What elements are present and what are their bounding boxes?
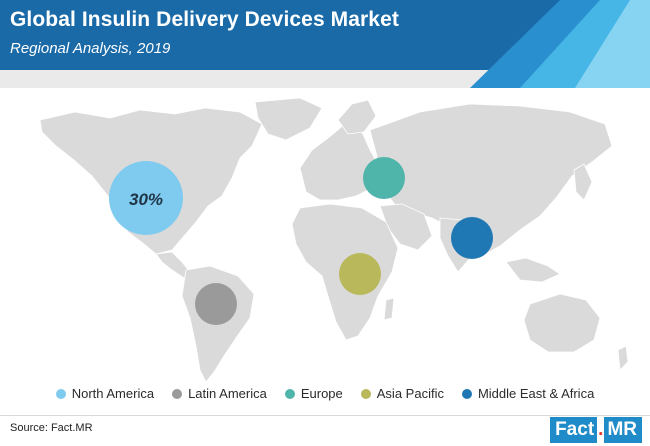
- legend-label: Latin America: [188, 386, 267, 401]
- factmr-logo: Fact . MR: [550, 417, 642, 443]
- legend-swatch-asia-pacific: [360, 388, 371, 399]
- legend: North America Latin America Europe Asia …: [0, 386, 650, 401]
- land-new-zealand: [617, 345, 629, 371]
- land-madagascar: [383, 297, 395, 321]
- legend-swatch-north-america: [55, 388, 66, 399]
- page-subtitle: Regional Analysis, 2019: [10, 40, 171, 57]
- bubble-middle-east-africa: [451, 217, 493, 259]
- land-australia: [523, 293, 601, 353]
- land-japan: [573, 163, 593, 201]
- legend-label: Asia Pacific: [376, 386, 444, 401]
- bubble-europe: [363, 157, 405, 199]
- footer-divider: [0, 415, 650, 416]
- bubble-north-america: [109, 161, 183, 235]
- legend-swatch-europe: [284, 388, 295, 399]
- legend-label: Europe: [300, 386, 343, 401]
- legend-item-europe: Europe: [284, 386, 343, 401]
- north-america-share-label: 30%: [128, 190, 164, 209]
- legend-item-latin-america: Latin America: [172, 386, 267, 401]
- land-greenland: [254, 97, 323, 141]
- legend-swatch-middle-east-africa: [461, 388, 472, 399]
- land-scandinavia: [337, 99, 377, 135]
- bubble-latin-america: [195, 283, 237, 325]
- bubble-asia-pacific: [339, 253, 381, 295]
- logo-text-mr: MR: [604, 417, 642, 443]
- legend-label: North America: [71, 386, 155, 401]
- logo-text-fact: Fact: [550, 417, 598, 443]
- header-background: [0, 0, 650, 88]
- logo-dot: .: [597, 417, 605, 443]
- world-map: [39, 97, 629, 383]
- page-title: Global Insulin Delivery Devices Market: [10, 8, 399, 31]
- legend-item-north-america: North America: [55, 386, 155, 401]
- legend-swatch-latin-america: [172, 388, 183, 399]
- land-central-america: [155, 251, 191, 279]
- legend-item-middle-east-africa: Middle East & Africa: [461, 386, 595, 401]
- land-se-asia: [505, 257, 561, 283]
- header-banner: Global Insulin Delivery Devices Market R…: [0, 0, 650, 88]
- legend-label: Middle East & Africa: [477, 386, 595, 401]
- source-note: Source: Fact.MR: [10, 422, 93, 434]
- legend-item-asia-pacific: Asia Pacific: [360, 386, 444, 401]
